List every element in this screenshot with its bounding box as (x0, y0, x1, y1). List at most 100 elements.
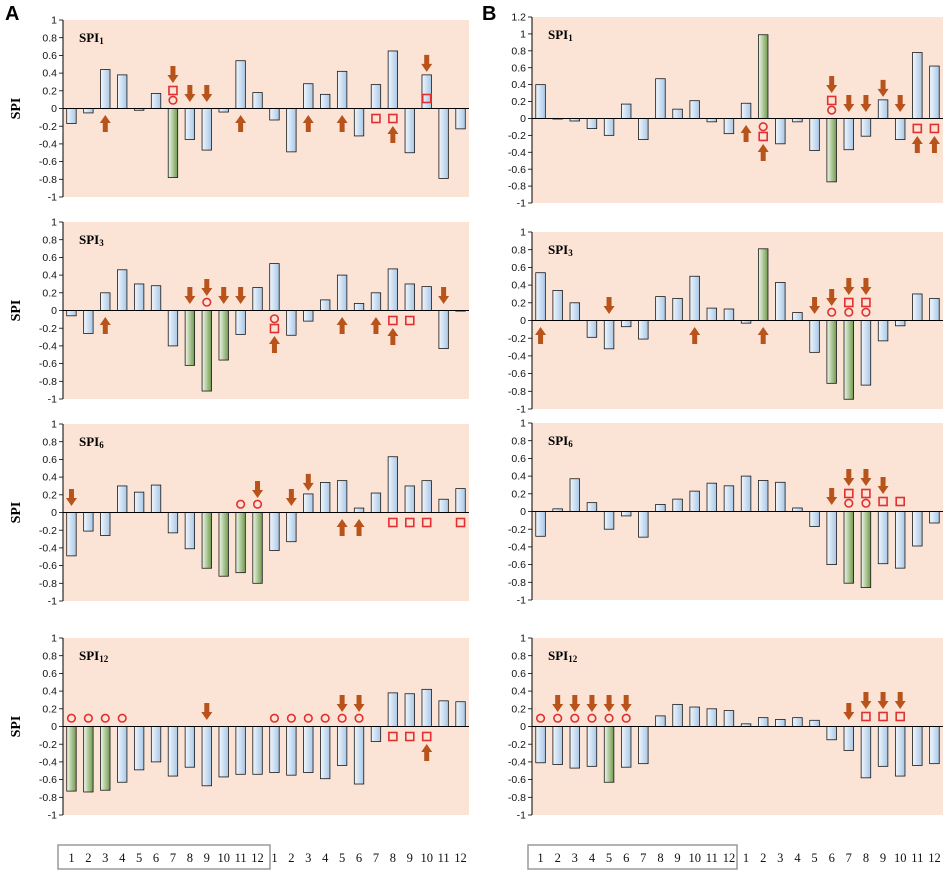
x-tick-label-b: 9 (674, 851, 680, 865)
bar (150, 726, 162, 763)
bar (620, 320, 632, 328)
bar (912, 293, 923, 321)
bar (535, 726, 546, 764)
y-tick-label: -0.6 (39, 156, 57, 168)
circle-marker (844, 498, 854, 508)
panel-title: SPI3 (548, 242, 573, 258)
square-marker (388, 315, 398, 326)
bar-green (201, 310, 212, 392)
bar (535, 272, 546, 321)
bar (235, 60, 246, 109)
bar (792, 717, 803, 727)
bar (421, 74, 432, 109)
bar (912, 52, 923, 119)
bar (269, 263, 280, 311)
panel-label-b: B (482, 3, 496, 25)
down-arrow-marker (184, 287, 196, 304)
bar (706, 708, 718, 727)
bar (336, 726, 348, 766)
down-arrow-marker (336, 695, 348, 712)
bar (655, 78, 666, 119)
bar (117, 74, 128, 109)
bar (167, 310, 179, 347)
square-marker (455, 517, 466, 528)
bar-green (184, 310, 196, 366)
circle-marker (758, 122, 768, 132)
y-tick-label: 0.6 (511, 62, 526, 74)
bar (552, 290, 563, 321)
bar (201, 726, 212, 787)
x-tick-label-a: 1 (68, 851, 74, 865)
bar (336, 480, 348, 513)
y-tick-label: -1 (48, 394, 57, 406)
y-tick-label: -1 (48, 192, 57, 204)
down-arrow-marker (201, 85, 213, 102)
x-tick-label-b: 1 (743, 851, 749, 865)
up-arrow-marker (689, 327, 701, 344)
x-tick-label-b: 11 (706, 851, 718, 865)
panel-title: SPI1 (548, 27, 573, 43)
y-tick-label: 0.4 (511, 471, 526, 483)
bar (438, 498, 449, 513)
x-tick-label-b: 2 (555, 851, 561, 865)
y-tick-label: 0.6 (42, 252, 57, 264)
bar (387, 456, 399, 513)
y-tick-label: -0.6 (39, 358, 57, 370)
y-tick-label: 0.4 (42, 686, 57, 698)
bar (218, 726, 229, 778)
panel-title: SPI3 (79, 232, 104, 248)
bar (133, 491, 145, 513)
x-tick-label-b: 1 (537, 851, 543, 865)
square-marker (912, 123, 923, 134)
circle-marker (269, 314, 280, 324)
bar (421, 286, 432, 311)
circle-marker (621, 713, 631, 723)
panel-title: SPI12 (548, 648, 578, 664)
square-marker (929, 123, 940, 134)
y-tick-label: -0.2 (39, 525, 57, 537)
circle-marker (861, 307, 871, 317)
bar (706, 307, 718, 321)
y-tick-label: -0.2 (508, 130, 526, 142)
square-marker (404, 315, 415, 326)
bar (336, 274, 348, 311)
bar (370, 492, 382, 513)
y-tick-label: -0.2 (508, 333, 526, 345)
bar (455, 701, 466, 727)
x-tick-label-b: 5 (811, 851, 817, 865)
y-tick-label: -1 (48, 810, 57, 822)
bar (586, 726, 598, 767)
y-tick-label: -0.6 (508, 774, 526, 786)
x-tick-label-a: 5 (136, 851, 142, 865)
bar (894, 118, 906, 140)
bar (689, 490, 700, 512)
x-tick-label-b: 8 (657, 851, 663, 865)
y-tick-label: -0.4 (508, 351, 526, 363)
bar (706, 482, 718, 512)
x-tick-label-a: 6 (356, 851, 362, 865)
y-tick-label: 0.4 (42, 270, 57, 282)
circle-marker (269, 713, 280, 723)
bar-green (167, 108, 179, 178)
bar (723, 710, 735, 727)
bar (100, 69, 111, 109)
x-tick-label-b: 12 (928, 851, 941, 865)
down-arrow-marker (603, 695, 615, 712)
bar (809, 118, 820, 151)
down-arrow-marker (552, 695, 564, 712)
y-tick-label: -0.4 (39, 139, 57, 151)
down-arrow-marker (860, 692, 872, 709)
y-tick-label: 0.6 (42, 668, 57, 680)
y-tick-label: -0.6 (508, 164, 526, 176)
x-tick-label-a: 2 (288, 851, 294, 865)
circle-marker (827, 307, 837, 317)
bar (775, 719, 786, 727)
y-tick-label: 0 (520, 721, 526, 733)
y-tick-label: -1 (517, 404, 526, 416)
y-tick-label: -0.4 (508, 542, 526, 554)
bar (100, 292, 111, 311)
down-arrow-marker (894, 94, 906, 112)
bar (353, 726, 365, 785)
square-marker (878, 711, 888, 722)
down-arrow-marker (826, 75, 838, 93)
